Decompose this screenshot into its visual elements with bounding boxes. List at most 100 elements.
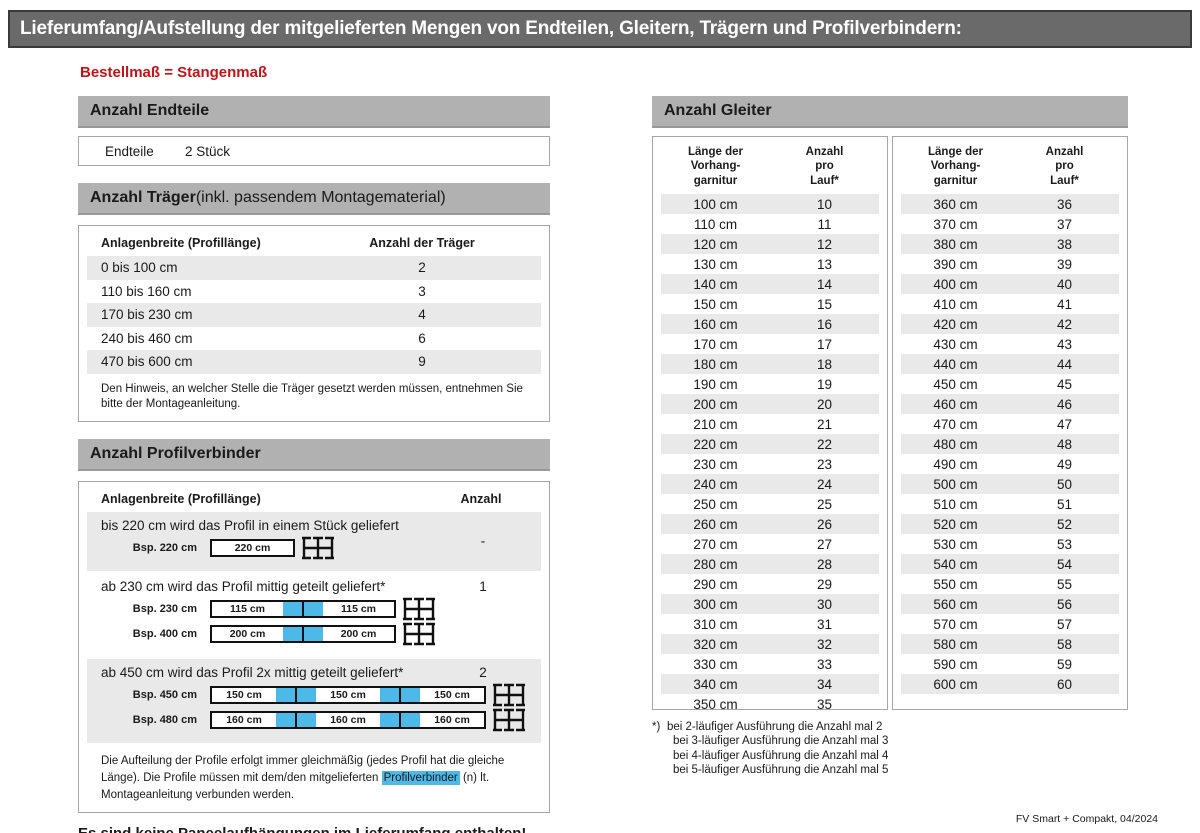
left-column: Anzahl Endteile Endteile 2 Stück Anzahl … [78, 96, 550, 833]
length-cell: 360 cm [933, 196, 978, 212]
table-row: 300 cm 30 [661, 594, 879, 615]
length-cell: 500 cm [933, 476, 978, 492]
endteile-value: 2 Stück [185, 143, 231, 159]
table-row: 230 cm 23 [661, 454, 879, 474]
count-cell: 18 [816, 356, 833, 372]
profilverbinder-section-header: Anzahl Profilverbinder [78, 438, 550, 471]
length-cell: 310 cm [693, 616, 738, 632]
table-row: 170 bis 230 cm 4 [87, 303, 541, 327]
connector-blue-block [401, 687, 420, 702]
table-row: 290 cm 29 [661, 574, 879, 594]
length-cell: 440 cm [933, 356, 978, 372]
length-cell: 220 cm [693, 436, 738, 452]
table-row: 240 cm 24 [661, 474, 879, 495]
length-cell: 510 cm [933, 496, 978, 512]
table-row: 460 cm 46 [901, 394, 1119, 415]
anzahl-cell: 2 [418, 260, 426, 276]
profile-end-icon [403, 622, 435, 645]
profilverbinder-note-part1: Die Aufteilung der Profile erfolgt immer… [101, 754, 505, 784]
profile-segment: 200 cm [340, 627, 377, 640]
count-cell: 37 [1056, 216, 1073, 232]
length-cell: 590 cm [933, 656, 978, 672]
table-row: 470 bis 600 cm 9 [87, 350, 541, 374]
table-row: 380 cm 38 [901, 234, 1119, 255]
profilverbinder-connector [276, 712, 316, 727]
gleiter-col1-header: Länge der Vorhang- garnitur [928, 146, 983, 187]
length-cell: 530 cm [933, 536, 978, 552]
profile-bar: 150 cm 150 cm 150 cm [210, 685, 486, 704]
length-cell: 380 cm [933, 236, 978, 252]
anlagenbreite-cell: 240 bis 460 cm [101, 330, 193, 346]
table-row: 530 cm 53 [901, 534, 1119, 554]
table-row: 110 bis 160 cm 3 [87, 280, 541, 304]
connector-blue-block [304, 626, 323, 641]
count-cell: 31 [816, 616, 833, 632]
anzahl-cell: 2 [479, 664, 487, 680]
table-row: 320 cm 32 [661, 634, 879, 655]
anzahl-cell: - [480, 533, 486, 549]
count-cell: 14 [816, 276, 833, 292]
table-row: 480 cm 48 [901, 434, 1119, 455]
count-cell: 58 [1056, 636, 1073, 652]
profile-segment: 220 cm [234, 541, 271, 554]
table-row: 120 cm 12 [661, 234, 879, 255]
table-row: 440 cm 44 [901, 354, 1119, 375]
table-row: 560 cm 56 [901, 594, 1119, 615]
endteile-section-header: Anzahl Endteile [78, 96, 550, 128]
count-cell: 26 [816, 516, 833, 532]
count-cell: 45 [1056, 376, 1073, 392]
connector-blue-block [380, 712, 399, 727]
profile-end-icon [493, 708, 525, 731]
example-label: Bsp. 400 cm [132, 627, 197, 640]
profile-example-row: Bsp. 230 cm 115 cm 115 cm [87, 597, 541, 620]
table-row: 450 cm 45 [901, 374, 1119, 394]
traeger-col2-header: Anzahl der Träger [369, 236, 475, 250]
length-cell: 250 cm [693, 496, 738, 512]
length-cell: 410 cm [933, 296, 978, 312]
count-cell: 21 [816, 416, 833, 432]
length-cell: 450 cm [933, 376, 978, 392]
anzahl-cell: 1 [479, 578, 487, 594]
anzahl-cell: 3 [418, 283, 426, 299]
table-row: 310 cm 31 [661, 614, 879, 634]
table-row: 340 cm 34 [661, 674, 879, 695]
length-cell: 230 cm [693, 456, 738, 472]
profilverbinder-note: Die Aufteilung der Profile erfolgt immer… [87, 745, 541, 807]
table-row: 420 cm 42 [901, 314, 1119, 335]
count-cell: 15 [816, 296, 833, 312]
traeger-table-header: Anlagenbreite (Profillänge) Anzahl der T… [87, 232, 541, 256]
count-cell: 49 [1056, 456, 1073, 472]
count-cell: 41 [1056, 296, 1073, 312]
count-cell: 29 [816, 576, 833, 592]
count-cell: 30 [816, 596, 833, 612]
footnote-text: bei 3-läufiger Ausführung die Anzahl mal… [673, 735, 889, 748]
traeger-table: Anlagenbreite (Profillänge) Anzahl der T… [78, 225, 550, 422]
count-cell: 51 [1056, 496, 1073, 512]
count-cell: 24 [816, 476, 833, 492]
count-cell: 33 [816, 656, 833, 672]
count-cell: 56 [1056, 596, 1073, 612]
table-row: 400 cm 40 [901, 274, 1119, 295]
footnote-text: bei 2-läufiger Ausführung die Anzahl mal… [667, 721, 883, 733]
length-cell: 140 cm [693, 276, 738, 292]
length-cell: 210 cm [693, 416, 738, 432]
count-cell: 60 [1056, 676, 1073, 692]
footnote-line: bei 5-läufiger Ausführung die Anzahl mal… [652, 763, 1128, 777]
count-cell: 32 [816, 636, 833, 652]
table-row: 470 cm 47 [901, 414, 1119, 434]
length-cell: 200 cm [693, 396, 738, 412]
profile-bar: 200 cm 200 cm [210, 624, 396, 643]
count-cell: 23 [816, 456, 833, 472]
length-cell: 240 cm [693, 476, 738, 492]
gleiter-rows-1: 100 cm 10 110 cm 11 120 cm 12 130 cm 13 140 cm 14… [661, 194, 879, 714]
profilverbinder-col1-header: Anlagenbreite (Profillänge) [101, 491, 261, 506]
length-cell: 550 cm [933, 576, 978, 592]
count-cell: 48 [1056, 436, 1073, 452]
count-cell: 44 [1056, 356, 1073, 372]
table-row: 280 cm 28 [661, 554, 879, 575]
count-cell: 46 [1056, 396, 1073, 412]
table-row: 330 cm 33 [661, 654, 879, 674]
count-cell: 16 [816, 316, 833, 332]
length-cell: 470 cm [933, 416, 978, 432]
